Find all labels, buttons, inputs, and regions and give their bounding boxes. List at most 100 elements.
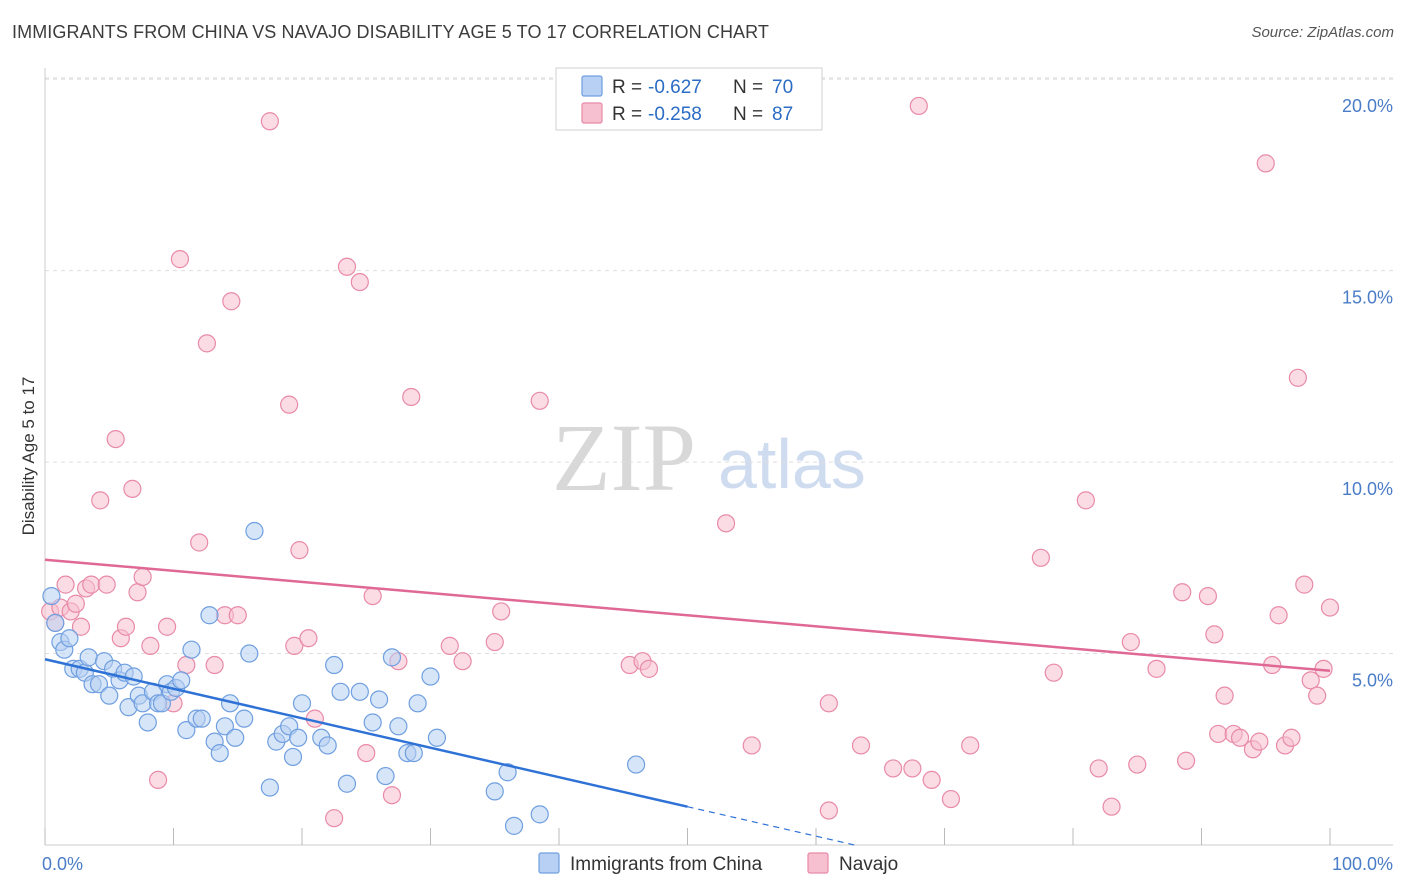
watermark-atlas: atlas xyxy=(718,425,866,503)
legend-n-value-china: 70 xyxy=(772,77,793,98)
navajo-point xyxy=(290,541,309,560)
navajo-point xyxy=(190,533,209,552)
navajo-point xyxy=(1147,659,1166,678)
navajo-point xyxy=(742,736,761,755)
china-point xyxy=(210,743,229,763)
navajo-point xyxy=(819,694,838,713)
legend-swatch-navajo xyxy=(581,102,603,124)
china-point xyxy=(138,713,157,732)
x-tick-label-max: 100.0% xyxy=(1332,854,1393,874)
navajo-point xyxy=(82,575,101,594)
navajo-point xyxy=(716,514,736,533)
navajo-point xyxy=(285,636,304,655)
china-point xyxy=(626,755,646,774)
navajo-point xyxy=(1250,732,1269,751)
navajo-point xyxy=(851,736,871,755)
navajo-point xyxy=(883,759,903,778)
navajo-point xyxy=(1173,583,1192,602)
axes-layer xyxy=(44,68,1393,846)
navajo-point xyxy=(1198,586,1218,606)
bottom-legend-swatch-navajo xyxy=(807,852,829,874)
navajo-point xyxy=(903,759,922,778)
navajo-point xyxy=(639,659,659,678)
china-point xyxy=(60,629,79,648)
china-point xyxy=(350,682,369,701)
china-point xyxy=(46,613,65,633)
navajo-trend-line xyxy=(44,558,1331,673)
chart-source: Source: ZipAtlas.com xyxy=(1251,24,1394,41)
navajo-point xyxy=(819,801,838,820)
navajo-point xyxy=(1215,686,1234,705)
legend-n-value-navajo: 87 xyxy=(772,104,793,125)
navajo-point xyxy=(350,272,369,292)
china-point xyxy=(192,709,211,728)
china-point xyxy=(427,728,447,747)
china-point xyxy=(215,717,234,736)
navajo-point xyxy=(1282,728,1301,747)
china-point xyxy=(376,766,395,786)
navajo-point xyxy=(91,491,110,510)
navajo-point xyxy=(485,632,504,652)
navajo-point xyxy=(128,583,147,602)
china-point xyxy=(283,747,303,767)
legend-n-label-china: N = xyxy=(733,77,768,98)
legend: R = -0.627 N = 70 R = -0.258 N = 87 xyxy=(555,67,823,131)
china-point xyxy=(182,640,201,659)
china-point xyxy=(89,675,109,694)
legend-r-value-china: -0.627 xyxy=(648,77,702,98)
bottom-legend-label-navajo: Navajo xyxy=(839,854,898,875)
navajo-point xyxy=(170,250,190,269)
navajo-point xyxy=(141,636,160,655)
navajo-point xyxy=(337,257,357,276)
trend-lines xyxy=(44,558,1331,846)
navajo-point xyxy=(1102,797,1121,816)
china-point xyxy=(370,690,389,709)
china-point xyxy=(79,648,98,667)
y-tick-label: 10.0% xyxy=(1342,479,1393,499)
y-axis-title: Disability Age 5 to 17 xyxy=(19,377,38,536)
china-point xyxy=(235,709,254,728)
navajo-point xyxy=(148,770,168,790)
navajo-point xyxy=(56,575,75,594)
china-point xyxy=(124,667,143,686)
grid-layer xyxy=(45,77,1393,655)
china-point xyxy=(177,721,196,740)
bottom-legend-swatch-china xyxy=(538,852,560,874)
navajo-point xyxy=(1089,759,1108,778)
china-point xyxy=(498,763,517,782)
china-point xyxy=(331,682,350,701)
navajo-point xyxy=(1031,548,1050,567)
bottom-legend: Immigrants from China Navajo xyxy=(538,852,898,875)
china-point xyxy=(504,816,524,835)
china-point xyxy=(292,694,312,713)
china-point xyxy=(318,736,337,755)
china-point xyxy=(421,667,440,686)
china-point xyxy=(363,713,382,732)
navajo-point xyxy=(1301,671,1320,690)
china-point xyxy=(100,686,119,705)
china-point xyxy=(200,606,219,625)
navajo-point xyxy=(1269,606,1288,625)
navajo-point xyxy=(299,629,318,648)
navajo-point xyxy=(402,387,421,407)
china-point xyxy=(289,728,308,747)
navajo-point xyxy=(1121,632,1140,652)
navajo-point xyxy=(325,809,344,828)
navajo-point xyxy=(197,334,217,353)
china-point xyxy=(260,778,279,797)
china-point xyxy=(485,782,504,801)
navajo-point xyxy=(133,567,152,587)
china-point xyxy=(408,694,427,713)
china-point xyxy=(382,648,402,667)
legend-swatch-china xyxy=(581,75,603,97)
navajo-point xyxy=(1308,686,1327,705)
china-points xyxy=(42,521,646,835)
navajo-point xyxy=(453,652,472,671)
navajo-point xyxy=(228,606,247,625)
china-point xyxy=(240,644,259,663)
navajo-point xyxy=(909,96,928,116)
x-tick-label-min: 0.0% xyxy=(42,854,83,874)
navajo-point xyxy=(260,112,279,131)
navajo-point xyxy=(382,786,402,805)
